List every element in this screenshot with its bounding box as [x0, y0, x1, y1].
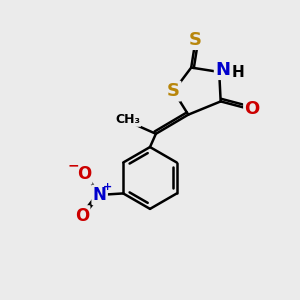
Text: +: +	[103, 182, 112, 192]
Text: O: O	[244, 100, 260, 118]
Text: N: N	[215, 61, 230, 79]
Text: O: O	[75, 206, 89, 224]
Text: H: H	[232, 65, 245, 80]
Text: −: −	[68, 158, 79, 172]
Text: S: S	[189, 31, 202, 49]
Text: N: N	[93, 186, 106, 204]
Text: CH₃: CH₃	[116, 113, 140, 126]
Text: O: O	[77, 165, 91, 183]
Text: S: S	[167, 82, 180, 100]
